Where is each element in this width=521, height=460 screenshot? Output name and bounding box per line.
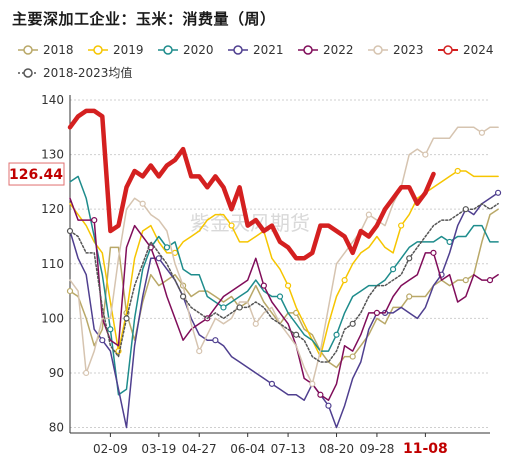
y-tick-label: 120 (41, 202, 64, 216)
series-point (155, 255, 162, 262)
series-point (406, 293, 413, 300)
legend-label: 2018 (43, 43, 74, 57)
series-point (196, 348, 203, 355)
x-tick-label: 11-08 (403, 441, 448, 457)
callout-value: 126.44 (9, 167, 63, 183)
legend-item: 2020 (158, 43, 214, 57)
series-point (123, 315, 130, 322)
legend-swatch-marker (23, 68, 33, 78)
series-point (325, 402, 332, 409)
legend-swatch-marker (163, 45, 173, 55)
series-point (163, 244, 171, 251)
x-tick-label: 06-04 (230, 442, 265, 456)
series-point (91, 216, 98, 224)
x-tick-label: 07-13 (271, 442, 306, 456)
x-tick-label: 04-27 (182, 442, 217, 456)
series-point (349, 320, 356, 327)
legend-swatch-marker (233, 45, 243, 55)
series-line-2021 (69, 192, 499, 429)
y-tick-label: 80 (49, 421, 64, 435)
series-point (494, 189, 502, 196)
series-point (252, 320, 259, 327)
legend-label: 2021 (253, 43, 284, 57)
legend-label: 2022 (323, 43, 354, 57)
legend-item: 2018 (18, 43, 74, 57)
y-tick-label: 110 (41, 257, 64, 271)
series-point (341, 277, 348, 284)
series-point (309, 380, 316, 387)
legend-swatch-marker (303, 45, 313, 55)
series-line-2018-2023均值 (69, 202, 499, 363)
series-point (333, 331, 340, 338)
series-point (139, 200, 146, 207)
series-point (422, 151, 429, 158)
legend-item: 2022 (298, 43, 354, 57)
series-point (66, 227, 74, 235)
legend-label: 2024 (463, 43, 494, 57)
series-point (478, 129, 486, 136)
series-point (228, 222, 235, 229)
series-point (373, 309, 381, 317)
legend-label: 2020 (183, 43, 214, 57)
y-tick-label: 130 (41, 148, 64, 162)
legend-swatch-marker (373, 45, 383, 55)
series-point (99, 337, 106, 344)
series-point (462, 277, 469, 284)
series-point (179, 293, 187, 300)
series-point (365, 211, 372, 218)
legend-item: 2018-2023均值 (18, 65, 132, 80)
legend: 2018 2019 2020 2021 2022 2023 2024 2018-2023均值 (18, 43, 494, 80)
legend-item: 2019 (88, 43, 144, 57)
series-point (486, 277, 494, 284)
series-point (389, 266, 397, 273)
series-point (83, 369, 90, 377)
series-point (317, 391, 324, 398)
series-group (66, 108, 502, 429)
series-point (406, 255, 413, 262)
y-tick-label: 140 (41, 93, 64, 107)
legend-swatch-marker (443, 45, 453, 55)
x-tick-label: 08-20 (319, 442, 354, 456)
series-point (276, 293, 284, 300)
series-point (212, 337, 219, 344)
x-tick-label: 02-09 (93, 442, 128, 456)
series-point (260, 282, 267, 289)
series-point (268, 380, 276, 387)
legend-label: 2018-2023均值 (43, 65, 132, 80)
series-point (66, 287, 74, 295)
chart-title: 主要深加工企业：玉米：消费量（周） (12, 10, 276, 28)
series-point (220, 304, 227, 311)
legend-item: 2023 (368, 43, 424, 57)
grid (70, 99, 490, 429)
series-point (446, 238, 453, 246)
series-point (462, 206, 469, 213)
y-tick-label: 100 (41, 311, 64, 325)
legend-swatch-marker (23, 45, 33, 55)
series-point (454, 167, 461, 175)
series-point (284, 282, 292, 289)
axes: 80 90 100 110 120 130 140 02-09 03-19 04-27 06-04 0… (41, 93, 490, 457)
legend-label: 2023 (393, 43, 424, 57)
callout: 126.44 (8, 162, 65, 186)
series-line-2024 (67, 108, 436, 261)
series-line-2022 (69, 197, 499, 401)
legend-item: 2024 (438, 43, 494, 57)
legend-label: 2019 (113, 43, 144, 57)
series-point (398, 222, 405, 229)
legend-item: 2021 (228, 43, 284, 57)
series-point (293, 331, 300, 338)
series-point (107, 326, 114, 333)
series-point (349, 353, 356, 360)
callout-box (8, 162, 65, 186)
legend-swatch-marker (93, 45, 103, 55)
series-point (236, 304, 243, 311)
x-tick-label: 09-28 (359, 442, 394, 456)
series-line-2020 (69, 175, 499, 396)
y-tick-label: 90 (49, 366, 64, 380)
series-point (430, 249, 437, 256)
x-tick-label: 03-19 (141, 442, 176, 456)
